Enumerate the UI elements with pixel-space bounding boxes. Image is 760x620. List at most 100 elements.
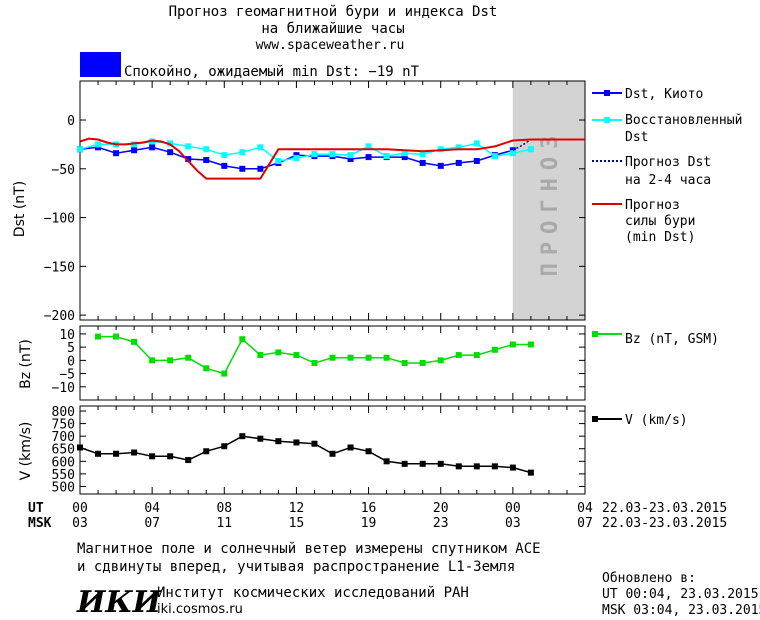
data-point xyxy=(473,352,480,359)
v-panel-frame xyxy=(79,405,586,495)
data-point xyxy=(239,149,246,156)
data-point xyxy=(149,144,156,151)
data-point xyxy=(527,341,534,348)
data-point xyxy=(473,463,480,470)
data-point xyxy=(239,336,246,343)
data-point xyxy=(275,438,282,445)
data-point xyxy=(347,156,354,163)
dst-axis-label: Dst (nT) xyxy=(12,181,28,237)
y-tick-label: 0 xyxy=(67,114,75,129)
data-point xyxy=(95,333,102,340)
data-point xyxy=(437,146,444,153)
data-point xyxy=(401,150,408,157)
updated-ut: UT 00:04, 23.03.2015 xyxy=(602,587,759,602)
y-tick-label: 500 xyxy=(52,480,75,495)
data-point xyxy=(419,159,426,166)
data-point xyxy=(131,338,138,345)
data-point xyxy=(149,357,156,364)
y-tick-label: 750 xyxy=(52,418,75,433)
data-point xyxy=(437,460,444,467)
data-point xyxy=(401,360,408,366)
data-point xyxy=(257,435,264,442)
y-tick-label: 550 xyxy=(52,468,75,483)
ut-label: UT xyxy=(28,501,44,516)
ut-tick-label: 20 xyxy=(433,501,449,516)
data-point xyxy=(113,333,120,340)
data-point xyxy=(509,341,516,348)
data-point xyxy=(455,463,462,470)
data-point xyxy=(239,433,246,440)
data-point xyxy=(527,146,534,153)
data-point xyxy=(95,450,102,457)
data-point xyxy=(221,370,228,377)
data-point xyxy=(185,457,192,464)
ut-date-range: 22.03-23.03.2015 xyxy=(602,501,727,516)
y-tick-label: 0 xyxy=(67,354,75,369)
data-point xyxy=(257,165,264,172)
y-tick-label: −5 xyxy=(59,368,75,383)
msk-tick-label: 23 xyxy=(433,516,449,531)
data-point xyxy=(473,157,480,164)
data-point xyxy=(419,151,426,158)
data-point xyxy=(293,352,300,359)
y-tick-label: 700 xyxy=(52,430,75,445)
data-point xyxy=(311,440,318,447)
data-point xyxy=(293,155,300,162)
bz-panel-frame xyxy=(79,325,586,401)
data-point xyxy=(311,151,318,158)
data-point xyxy=(203,365,210,372)
data-point xyxy=(203,157,210,164)
data-point xyxy=(365,354,372,361)
msk-date-range: 22.03-23.03.2015 xyxy=(602,516,727,531)
series-line xyxy=(79,140,532,162)
series-line xyxy=(98,335,531,375)
dst-panel-frame xyxy=(79,80,586,321)
updated-msk: MSK 03:04, 23.03.2015 xyxy=(602,603,760,618)
data-point xyxy=(203,448,210,455)
series-line xyxy=(79,137,585,180)
data-point xyxy=(329,151,336,158)
legend-storm-3: (min Dst) xyxy=(625,230,695,245)
data-point xyxy=(473,140,480,147)
measurement-note-2: и сдвинуты вперед, учитывая распростране… xyxy=(77,559,515,575)
bz-axis-label: Bz (nT) xyxy=(18,339,34,389)
legend: Dst, Киото Восстановленный Dst Прогноз D… xyxy=(592,87,742,428)
data-point xyxy=(437,162,444,169)
data-point xyxy=(131,147,138,154)
data-point xyxy=(113,450,120,457)
y-tick-label: 800 xyxy=(52,405,75,420)
msk-tick-label: 03 xyxy=(505,516,521,531)
msk-tick-label: 15 xyxy=(289,516,305,531)
source-url: www.spaceweather.ru xyxy=(256,38,405,53)
data-point xyxy=(347,152,354,159)
y-tick-label: 10 xyxy=(59,328,75,343)
legend-storm-1: Прогноз xyxy=(625,198,680,213)
title-line-1: Прогноз геомагнитной бури и индекса Dst xyxy=(169,4,498,20)
data-point xyxy=(77,444,83,451)
data-point xyxy=(365,143,372,150)
y-tick-label: −50 xyxy=(52,163,75,178)
data-point xyxy=(113,150,120,157)
data-point xyxy=(347,444,354,451)
data-point xyxy=(491,153,498,160)
data-point xyxy=(185,156,192,163)
legend-storm-2: силы бури xyxy=(625,214,695,229)
legend-v-marker xyxy=(592,416,598,422)
data-point xyxy=(455,144,462,151)
data-point xyxy=(131,449,138,456)
data-point xyxy=(491,346,498,353)
legend-restored-1: Восстановленный xyxy=(625,113,742,128)
series-layer xyxy=(77,137,585,476)
data-point xyxy=(95,141,102,148)
legend-bz-marker xyxy=(592,331,598,337)
data-point xyxy=(221,152,228,159)
ut-tick-label: 00 xyxy=(505,501,521,516)
legend-v: V (km/s) xyxy=(625,413,688,428)
data-point xyxy=(437,357,444,364)
data-point xyxy=(275,157,282,164)
data-point xyxy=(167,453,174,460)
y-tick-label: 5 xyxy=(67,341,75,356)
data-point xyxy=(149,453,156,460)
ut-tick-label: 00 xyxy=(72,501,88,516)
